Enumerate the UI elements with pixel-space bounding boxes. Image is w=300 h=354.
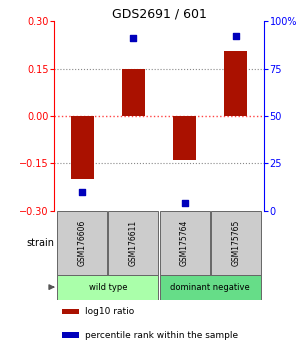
- Text: wild type: wild type: [88, 282, 127, 292]
- Text: percentile rank within the sample: percentile rank within the sample: [85, 331, 238, 339]
- Bar: [122, 69, 145, 116]
- Text: dominant negative: dominant negative: [170, 282, 250, 292]
- Bar: [211, 211, 261, 275]
- Bar: [57, 275, 158, 299]
- Bar: [62, 332, 79, 338]
- Text: strain: strain: [26, 238, 55, 248]
- Bar: [160, 211, 210, 275]
- Text: GSM175765: GSM175765: [231, 219, 240, 266]
- Bar: [224, 51, 248, 116]
- Text: log10 ratio: log10 ratio: [85, 307, 134, 316]
- Text: GSM176611: GSM176611: [129, 219, 138, 266]
- Text: GSM176606: GSM176606: [78, 219, 87, 266]
- Point: [233, 34, 238, 39]
- Bar: [108, 211, 158, 275]
- Bar: [62, 309, 79, 314]
- Point: [131, 35, 136, 41]
- Bar: [160, 275, 261, 299]
- Point: [182, 200, 187, 206]
- Bar: [57, 211, 107, 275]
- Bar: [173, 116, 196, 160]
- Title: GDS2691 / 601: GDS2691 / 601: [112, 7, 206, 20]
- Text: GSM175764: GSM175764: [180, 219, 189, 266]
- Point: [80, 189, 85, 195]
- Bar: [70, 116, 94, 179]
